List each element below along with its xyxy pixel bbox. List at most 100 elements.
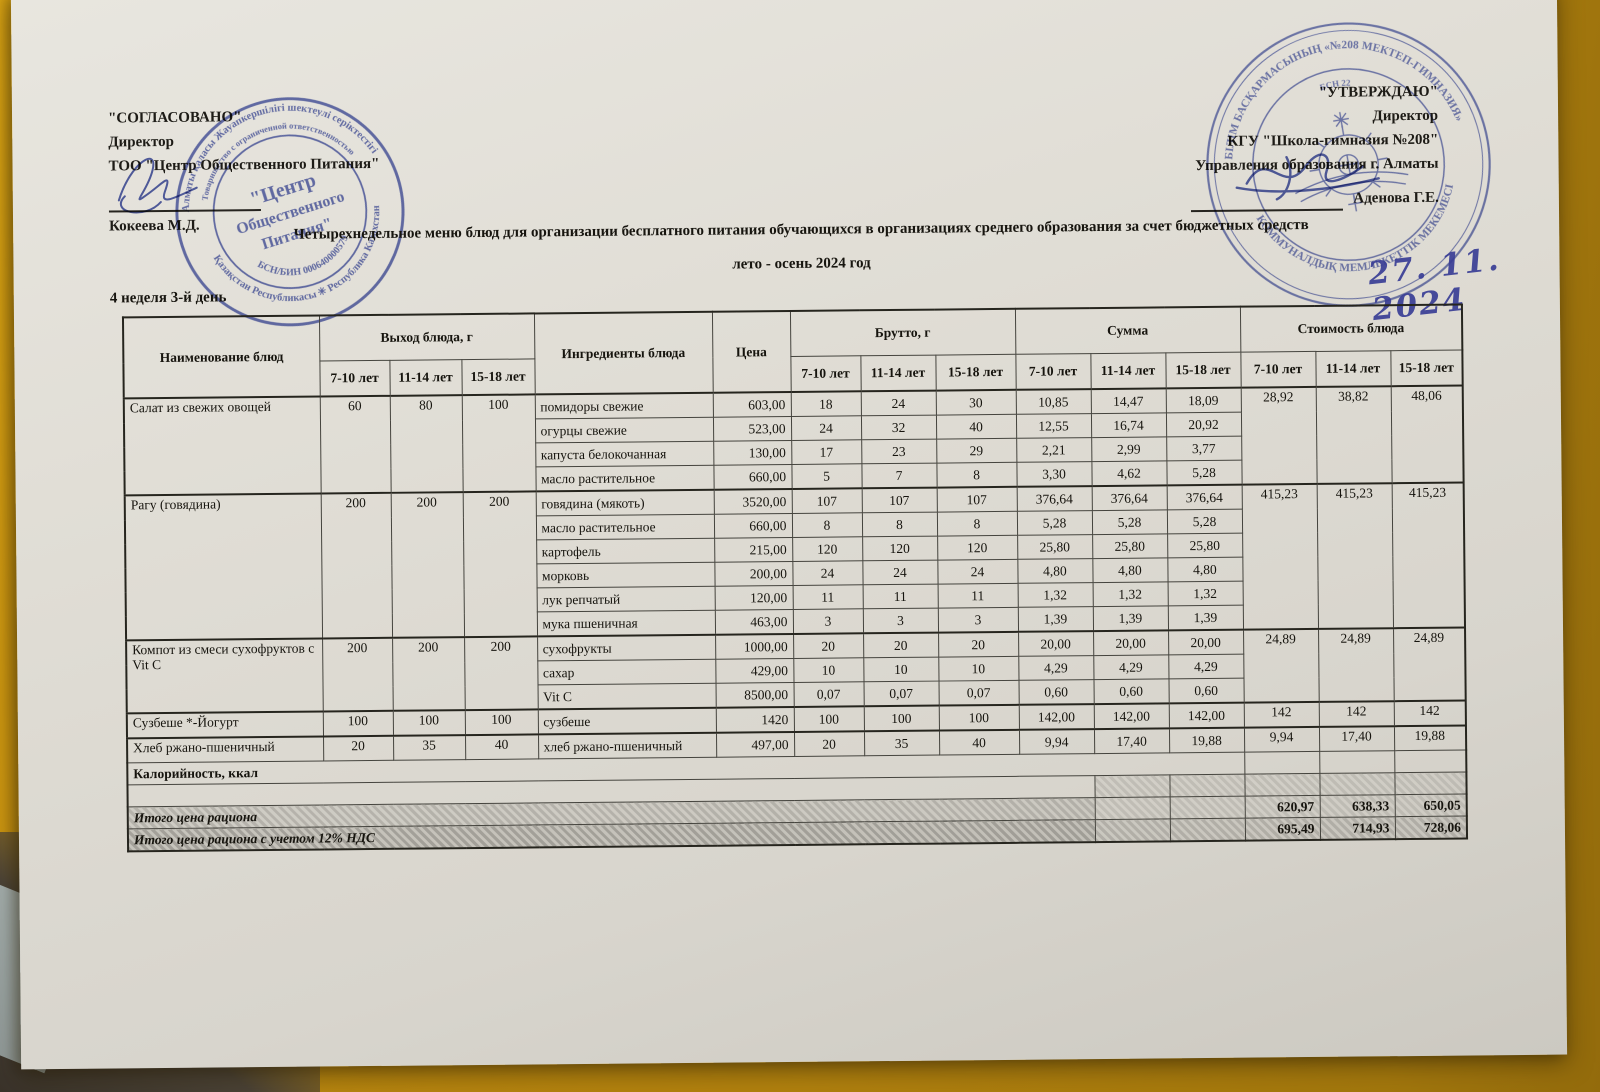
sum-cell: 1,32: [1167, 581, 1243, 606]
brutto-cell: 35: [863, 730, 940, 756]
brutto-cell: 11: [937, 583, 1018, 609]
brutto-cell: 24: [790, 415, 862, 441]
header-ingredients: Ингредиенты блюда: [533, 311, 713, 395]
sum-cell: 4,80: [1017, 558, 1093, 584]
sum-cell: 4,80: [1092, 557, 1168, 583]
brutto-cell: 3: [937, 607, 1019, 633]
sum-cell: 20,92: [1165, 412, 1242, 437]
footer-spacer-cell: [1094, 796, 1170, 820]
signature-left: [117, 157, 198, 214]
cost-cell: 38,82: [1315, 386, 1392, 484]
output-cell: 200: [322, 637, 393, 712]
brutto-cell: 11: [792, 584, 863, 610]
footer-value-cell: 620,97: [1244, 795, 1320, 819]
cost-cell: 415,23: [1391, 482, 1466, 629]
output-cell: 20: [323, 735, 394, 761]
sum-cell: 1,32: [1017, 582, 1093, 608]
output-cell: 200: [464, 636, 538, 711]
sum-cell: 14,47: [1090, 388, 1166, 414]
svg-text:БСН 22: БСН 22: [1318, 76, 1353, 93]
cost-cell: 415,23: [1316, 483, 1394, 629]
footer-value-cell: 695,49: [1244, 817, 1321, 841]
document-paper: "СОГЛАСОВАНО" Директор ТОО "Центр Общест…: [10, 0, 1568, 1070]
brutto-cell: 24: [860, 390, 936, 416]
footer-value-cell: [1319, 750, 1395, 774]
brutto-cell: 10: [793, 657, 864, 683]
footer-value-cell: [1394, 750, 1467, 773]
output-cell: 80: [389, 395, 463, 493]
price-cell: 130,00: [713, 440, 792, 466]
header-age: 7-10 лет: [1015, 353, 1091, 390]
brutto-cell: 24: [862, 560, 938, 585]
sum-cell: 142,00: [1168, 702, 1244, 729]
sum-cell: 16,74: [1090, 412, 1167, 438]
price-cell: 120,00: [714, 585, 793, 611]
brutto-cell: 107: [936, 486, 1017, 513]
header-age: 15-18 лет: [1390, 350, 1463, 387]
table-body: Салат из свежих овощей 60 80 100 помидоры св…: [123, 385, 1467, 763]
ingredient-cell: сузбеше: [537, 707, 716, 735]
sum-cell: 19,88: [1168, 727, 1245, 753]
price-cell: 497,00: [715, 731, 795, 758]
brutto-cell: 8: [936, 511, 1018, 537]
dish-name-cell: Салат из свежих овощей: [123, 396, 321, 496]
footer-spacer-cell: [1094, 818, 1171, 843]
header-age: 11-14 лет: [860, 355, 936, 392]
cost-cell: 415,23: [1241, 483, 1319, 630]
header-age: 7-10 лет: [790, 355, 861, 392]
ingredient-cell: Vit C: [537, 683, 716, 710]
cost-cell: 142: [1393, 700, 1466, 727]
footer-value-cell: 728,06: [1394, 816, 1468, 840]
ingredient-cell: мука пшеничная: [536, 610, 716, 637]
brutto-cell: 11: [862, 584, 938, 609]
table-header: Наименование блюд Выход блюда, г Ингреди…: [122, 304, 1463, 399]
header-brutto-group: Брутто, г: [789, 308, 1016, 357]
footer-value-cell: [1244, 751, 1320, 775]
header-age: 11-14 лет: [1090, 352, 1166, 390]
brutto-cell: 29: [936, 438, 1017, 464]
brutto-cell: 107: [791, 488, 862, 514]
brutto-cell: 0,07: [863, 681, 939, 707]
header-age: 11-14 лет: [1315, 350, 1391, 387]
price-cell: 429,00: [715, 658, 794, 684]
footer-value-cell: 638,33: [1319, 794, 1395, 818]
ingredient-cell: помидоры свежие: [534, 392, 713, 419]
signature-right: [1235, 153, 1380, 201]
output-cell: 100: [461, 394, 536, 493]
cost-cell: 24,89: [1318, 628, 1394, 702]
ingredient-cell: масло растительное: [535, 514, 715, 540]
brutto-cell: 40: [935, 414, 1017, 440]
header-age: 11-14 лет: [389, 359, 462, 396]
company-stamp: Алматы қаласы Жауапкершілігі шектеулі се…: [158, 76, 405, 327]
price-cell: 463,00: [714, 609, 794, 635]
sum-cell: 20,00: [1018, 631, 1094, 657]
brutto-cell: 100: [793, 706, 864, 732]
brutto-cell: 20: [793, 731, 865, 757]
ingredient-cell: огурцы свежие: [534, 417, 714, 443]
brutto-cell: 100: [938, 704, 1019, 731]
price-cell: 215,00: [714, 537, 793, 563]
header-age: 15-18 лет: [1165, 352, 1241, 389]
cost-cell: 24,89: [1393, 627, 1466, 702]
brutto-cell: 120: [937, 535, 1018, 561]
cost-cell: 48,06: [1390, 385, 1464, 484]
price-cell: 523,00: [712, 416, 792, 442]
brutto-cell: 20: [863, 632, 939, 658]
price-cell: 603,00: [712, 391, 791, 418]
ingredient-cell: масло растительное: [535, 465, 714, 492]
brutto-cell: 107: [861, 487, 937, 513]
price-cell: 8500,00: [715, 682, 794, 708]
ingredient-cell: картофель: [536, 538, 715, 564]
brutto-cell: 17: [791, 439, 862, 465]
sum-cell: 1,39: [1092, 605, 1169, 632]
brutto-cell: 0,07: [938, 680, 1019, 706]
sum-cell: 1,39: [1167, 605, 1244, 631]
brutto-cell: 5: [791, 463, 862, 489]
footer-value-cell: 650,05: [1394, 794, 1467, 817]
sum-cell: 25,80: [1092, 533, 1168, 559]
footer-value-cell: [1319, 772, 1395, 796]
brutto-cell: 32: [860, 415, 937, 440]
ingredient-cell: сахар: [537, 659, 716, 685]
brutto-cell: 7: [861, 463, 937, 489]
ingredient-cell: морковь: [536, 562, 715, 588]
